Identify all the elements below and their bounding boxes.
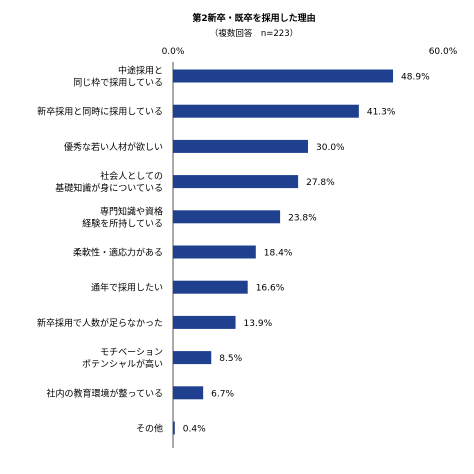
bar [173,175,299,189]
category-label: 優秀な若い人材が欲しい [64,141,163,153]
category-label: 柔軟性・適応力がある [73,247,163,259]
category-label: 社内の教育環境が整っている [46,387,163,399]
bar [173,315,236,329]
value-label: 30.0% [316,143,345,153]
category-label: 新卒採用で人数が足らなかった [37,317,163,329]
category-label: 中途採用と [118,65,163,77]
category-label: 同じ枠で採用している [73,77,163,89]
bar [173,69,394,83]
bar [173,104,359,118]
category-label: ポテンシャルが高い [82,358,163,370]
bar [173,386,204,400]
category-label: 専門知識や資格 [100,205,163,217]
value-label: 23.8% [288,213,317,223]
category-label: 通年で採用したい [91,282,163,294]
value-label: 18.4% [264,249,293,259]
bar [173,421,175,435]
value-label: 6.7% [211,389,234,399]
category-label: モチベーション [100,347,163,358]
bar [173,210,281,224]
category-label: 新卒採用と同時に採用している [37,106,163,118]
bar [173,245,256,259]
value-label: 27.8% [306,178,335,188]
value-label: 13.9% [244,319,273,329]
x-tick-max: 60.0% [429,47,458,57]
bar [173,139,308,153]
value-label: 16.6% [256,284,285,294]
category-label: 経験を所持している [82,217,163,229]
value-label: 41.3% [367,108,396,118]
category-label: その他 [136,423,163,435]
value-label: 8.5% [219,354,242,364]
bar [173,280,248,294]
value-label: 48.9% [401,73,430,83]
bar [173,351,212,365]
x-tick-min: 0.0% [162,47,185,57]
value-label: 0.4% [183,425,206,435]
category-label: 基礎知識が身についている [55,182,163,194]
category-label: 社会人としての [100,170,163,182]
chart-title: 第2新卒・既卒を採用した理由 [192,12,315,24]
chart-subtitle: （複数回答 n=223） [210,28,298,39]
